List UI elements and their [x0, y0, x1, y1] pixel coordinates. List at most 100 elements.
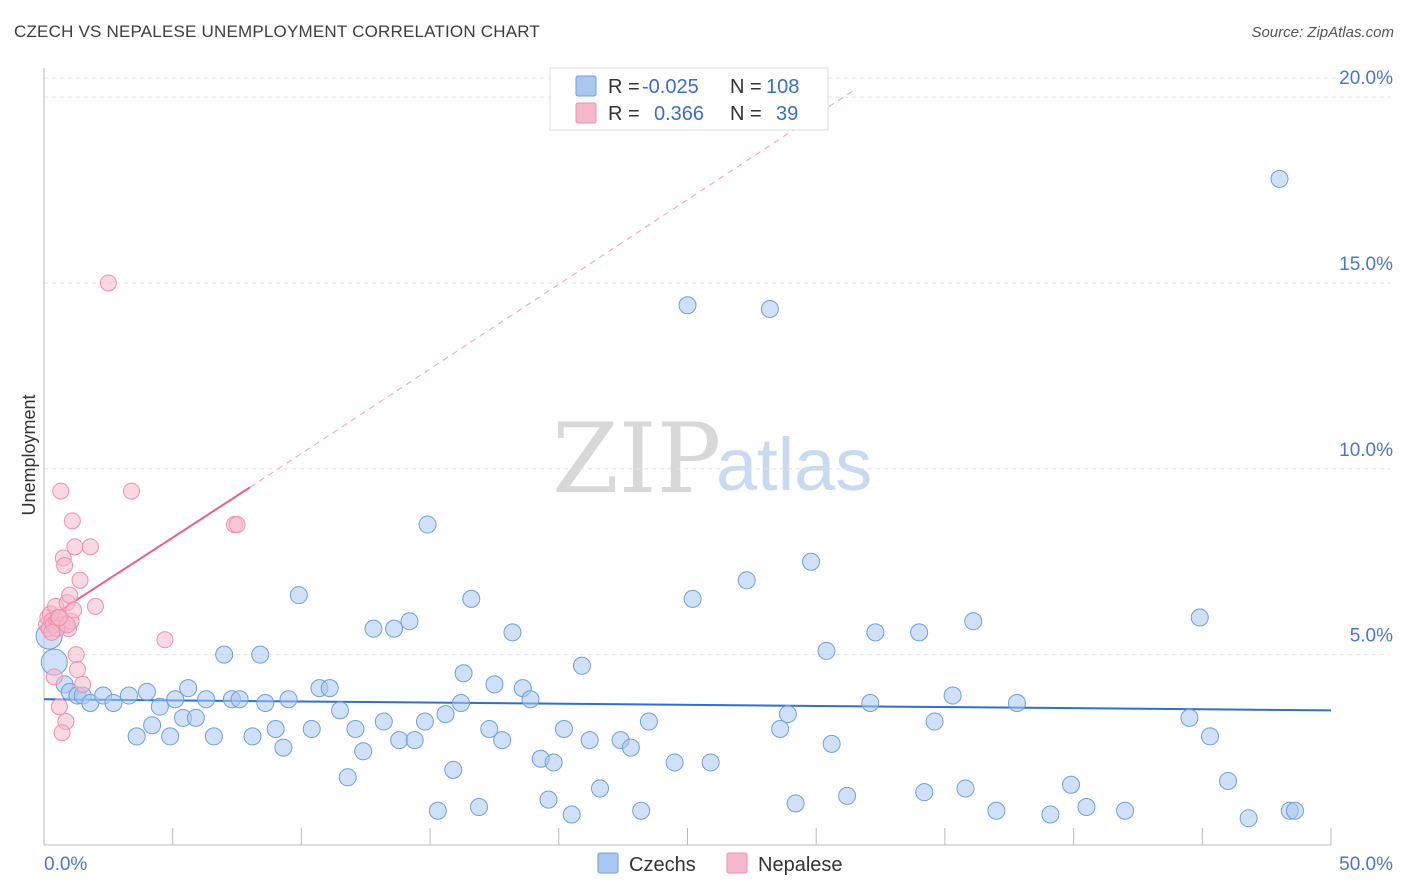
- nepalese-point: [45, 668, 63, 686]
- czech-point: [179, 679, 198, 698]
- czech-point: [1190, 608, 1209, 627]
- czech-point: [1077, 798, 1096, 817]
- czech-point: [354, 742, 373, 761]
- czech-point: [485, 675, 504, 694]
- czech-point: [861, 693, 880, 712]
- czech-point: [197, 690, 216, 709]
- czech-point: [521, 690, 540, 709]
- nepalese-point: [228, 516, 246, 534]
- czech-point: [1239, 809, 1258, 828]
- czech-point: [737, 571, 756, 590]
- czech-point: [1285, 801, 1304, 820]
- czech-point: [143, 716, 162, 735]
- nepalese-point: [63, 512, 81, 530]
- czechs-legend-label: Czechs: [629, 854, 696, 876]
- czech-point: [943, 686, 962, 705]
- nepalese-trend: [43, 89, 856, 623]
- czech-point: [1270, 169, 1289, 188]
- czech-point: [760, 299, 779, 318]
- nepal-r-value: 0.366: [654, 103, 704, 125]
- czech-point: [150, 697, 169, 716]
- nepalese-point: [74, 675, 92, 693]
- y-tick-label: 5.0%: [1350, 626, 1393, 647]
- czech-point: [778, 705, 797, 724]
- nepalese-points: [38, 274, 246, 742]
- czech-r-label: R =: [608, 76, 640, 98]
- nepalese-legend-label: Nepalese: [758, 854, 843, 876]
- czech-point: [444, 760, 463, 779]
- y-tick-label: 15.0%: [1339, 254, 1393, 275]
- czech-point: [215, 645, 234, 664]
- nepalese-point: [50, 698, 68, 716]
- czech-point: [127, 727, 146, 746]
- czech-point: [302, 719, 321, 738]
- czech-point: [166, 690, 185, 709]
- czech-point: [910, 623, 929, 642]
- czech-point: [390, 731, 409, 750]
- x-tick-label-max: 50.0%: [1339, 854, 1393, 875]
- nepalese-point: [156, 631, 174, 649]
- czech-point: [701, 753, 720, 772]
- nepal-legend-swatch: [575, 102, 597, 124]
- nepalese-point: [61, 586, 79, 604]
- nepal-n-value: 39: [776, 103, 798, 125]
- nepalese-point: [81, 538, 99, 556]
- stats-legend: R = -0.025 N = 108 R = 0.366 N = 39: [549, 67, 829, 131]
- czech-points: [35, 169, 1304, 828]
- nepalese-point: [67, 646, 85, 664]
- czech-point: [1201, 727, 1220, 746]
- czech-point: [428, 801, 447, 820]
- grid-lines: 5.0% 10.0% 15.0% 20.0%: [44, 68, 1393, 656]
- czech-point: [186, 708, 205, 727]
- czech-point: [274, 738, 293, 757]
- czech-point: [279, 690, 298, 709]
- czech-point: [632, 801, 651, 820]
- x-tick-label-min: 0.0%: [44, 854, 87, 875]
- nepalese-point: [99, 274, 117, 292]
- czech-point: [786, 794, 805, 813]
- czech-point: [374, 712, 393, 731]
- series-legend: Czechs Nepalese: [597, 852, 843, 876]
- czech-point: [1180, 708, 1199, 727]
- czech-point: [331, 701, 350, 720]
- czech-point: [562, 805, 581, 824]
- czech-point: [493, 731, 512, 750]
- czech-point: [771, 719, 790, 738]
- czech-point: [266, 719, 285, 738]
- czech-point: [503, 623, 522, 642]
- czech-point: [964, 612, 983, 631]
- nepalese-point: [86, 597, 104, 615]
- czech-point: [580, 731, 599, 750]
- nepalese-point: [68, 661, 86, 679]
- czech-point: [1219, 772, 1238, 791]
- czech-point: [621, 738, 640, 757]
- czech-point: [822, 734, 841, 753]
- czech-point: [204, 727, 223, 746]
- nepalese-point: [123, 482, 141, 500]
- czech-point: [256, 693, 275, 712]
- czech-point: [956, 779, 975, 798]
- czech-point: [678, 296, 697, 315]
- czech-point: [590, 779, 609, 798]
- czech-point: [572, 656, 591, 675]
- czech-point: [683, 589, 702, 608]
- czech-point: [385, 619, 404, 638]
- y-tick-label: 10.0%: [1339, 440, 1393, 461]
- nepalese-point: [53, 724, 71, 742]
- czech-point: [400, 612, 419, 631]
- nepalese-point: [66, 538, 84, 556]
- czech-point: [539, 790, 558, 809]
- nepalese-point: [65, 601, 83, 619]
- czech-point: [470, 798, 489, 817]
- czech-point: [405, 731, 424, 750]
- y-axis-label: Unemployment: [19, 394, 39, 515]
- czech-n-value: 108: [766, 76, 799, 98]
- czech-point: [418, 515, 437, 534]
- source-label: Source: ZipAtlas.com: [1251, 24, 1394, 41]
- watermark-atlas: atlas: [716, 423, 872, 506]
- y-tick-label: 20.0%: [1339, 68, 1393, 89]
- czech-r-value: -0.025: [642, 76, 699, 98]
- czech-point: [817, 641, 836, 660]
- czech-point: [1062, 775, 1081, 794]
